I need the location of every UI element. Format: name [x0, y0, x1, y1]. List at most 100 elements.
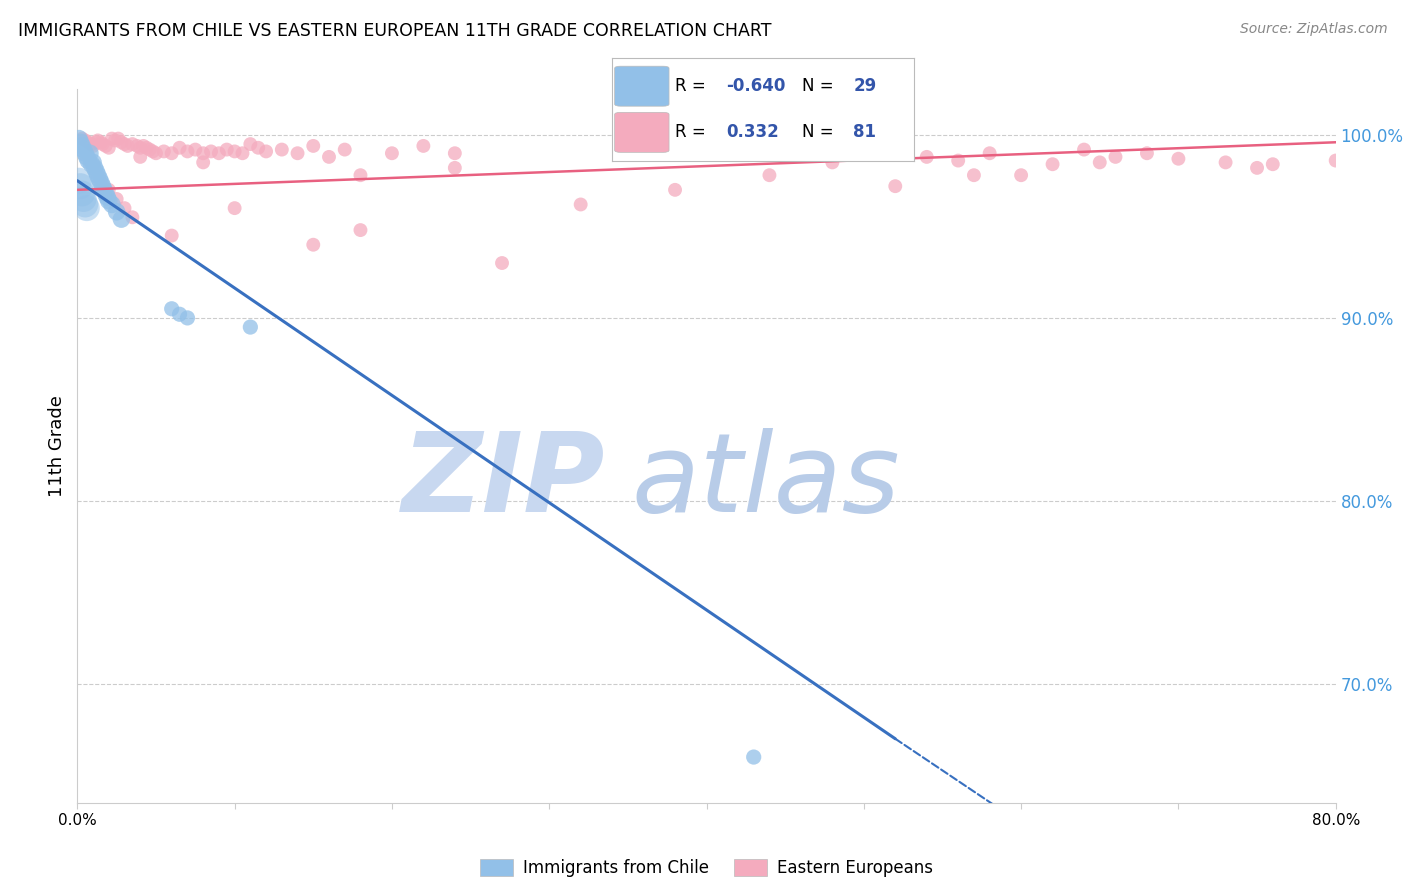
Point	[87, 168, 110, 182]
Point	[1136, 146, 1159, 161]
Point	[491, 256, 513, 270]
Legend: Immigrants from Chile, Eastern Europeans: Immigrants from Chile, Eastern Europeans	[472, 852, 941, 884]
Point	[84, 135, 107, 149]
Text: 81: 81	[853, 123, 876, 141]
Point	[75, 146, 97, 161]
Point	[169, 307, 191, 321]
Point	[169, 141, 191, 155]
Point	[129, 150, 152, 164]
Point	[191, 155, 215, 169]
Point	[948, 153, 970, 168]
Text: 0.332: 0.332	[727, 123, 779, 141]
Point	[915, 150, 938, 164]
Text: IMMIGRANTS FROM CHILE VS EASTERN EUROPEAN 11TH GRADE CORRELATION CHART: IMMIGRANTS FROM CHILE VS EASTERN EUROPEA…	[18, 22, 772, 40]
FancyBboxPatch shape	[614, 66, 669, 106]
Point	[1104, 150, 1126, 164]
Point	[104, 133, 127, 147]
Point	[96, 190, 118, 204]
Point	[129, 141, 152, 155]
Point	[101, 197, 124, 211]
Point	[67, 174, 90, 188]
Point	[93, 183, 115, 197]
Point	[135, 141, 157, 155]
Text: R =: R =	[675, 77, 711, 95]
Point	[270, 143, 292, 157]
Point	[1324, 153, 1347, 168]
Text: 29: 29	[853, 77, 877, 95]
Point	[76, 150, 98, 164]
Point	[83, 161, 105, 175]
Point	[105, 192, 128, 206]
Point	[97, 141, 120, 155]
Point	[70, 131, 93, 145]
Point	[1088, 155, 1111, 169]
Point	[142, 145, 165, 159]
Point	[742, 750, 765, 764]
Point	[1246, 161, 1268, 175]
Point	[224, 145, 246, 159]
Text: atlas: atlas	[631, 428, 900, 535]
Point	[176, 145, 198, 159]
Point	[821, 155, 844, 169]
Point	[224, 201, 246, 215]
Text: ZIP: ZIP	[402, 428, 606, 535]
Point	[94, 186, 117, 201]
Point	[97, 194, 120, 208]
Point	[191, 146, 215, 161]
Point	[254, 145, 277, 159]
Point	[444, 146, 467, 161]
Point	[160, 146, 183, 161]
Point	[70, 139, 93, 153]
Point	[1042, 157, 1064, 171]
Point	[1073, 143, 1095, 157]
Point	[105, 204, 128, 219]
Point	[160, 228, 183, 243]
Point	[569, 197, 592, 211]
Point	[72, 143, 94, 157]
Point	[82, 139, 104, 153]
Point	[80, 157, 103, 171]
Point	[138, 143, 160, 157]
Point	[239, 320, 262, 334]
Point	[333, 143, 356, 157]
Point	[979, 146, 1001, 161]
Point	[80, 137, 103, 152]
Point	[132, 139, 155, 153]
Point	[121, 137, 143, 152]
Point	[94, 139, 117, 153]
Point	[287, 146, 309, 161]
Point	[114, 137, 136, 152]
Point	[89, 172, 111, 186]
Point	[69, 135, 91, 149]
Point	[90, 176, 112, 190]
Point	[247, 141, 270, 155]
Point	[302, 139, 325, 153]
Point	[114, 201, 136, 215]
Point	[75, 197, 97, 211]
Point	[349, 168, 371, 182]
Point	[110, 135, 132, 149]
Point	[349, 223, 371, 237]
Point	[69, 179, 91, 194]
Text: R =: R =	[675, 123, 716, 141]
Point	[76, 201, 98, 215]
Point	[200, 145, 222, 159]
Point	[176, 310, 198, 325]
Text: -0.640: -0.640	[727, 77, 786, 95]
Text: Source: ZipAtlas.com: Source: ZipAtlas.com	[1240, 22, 1388, 37]
Point	[127, 139, 149, 153]
Point	[1215, 155, 1237, 169]
Point	[231, 146, 253, 161]
Point	[1010, 168, 1032, 182]
Point	[72, 192, 94, 206]
Point	[1167, 152, 1189, 166]
Point	[184, 143, 207, 157]
Point	[121, 211, 143, 225]
Point	[91, 137, 114, 152]
Point	[1261, 157, 1284, 171]
FancyBboxPatch shape	[614, 112, 669, 153]
Point	[70, 186, 93, 201]
Point	[87, 133, 110, 147]
Point	[91, 179, 114, 194]
Point	[110, 212, 132, 227]
